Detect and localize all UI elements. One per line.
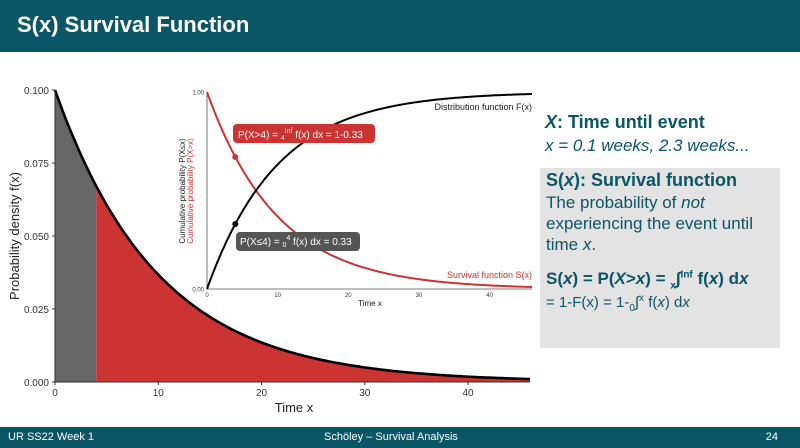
density-x-tick-label: 40 [462,388,474,399]
variable-title: X: Time until event [545,112,705,132]
density-y-tick-label: 0.075 [24,159,49,170]
inset-x-tick-label: 40 [486,293,493,299]
inset-x-tick-label: 20 [345,293,352,299]
inset-y-tick-label: 1.00 [192,91,204,97]
density-area-layer [53,89,531,382]
inset-x-label: Time x [358,299,382,308]
annotation-survival: P(X>4) = 4Inf f(x) dx = 1-0.33 [233,124,375,143]
header-bar: S(x) Survival Function [0,0,800,52]
page-title: S(x) Survival Function [17,12,250,37]
density-x-label: Time x [275,400,314,415]
svg-text:P(X≤4) = 04 f(x) dx = 0.33: P(X≤4) = 04 f(x) dx = 0.33 [240,235,352,249]
inset-y-tick-label: 0.00 [192,288,204,294]
density-y-tick-label: 0.100 [24,86,49,97]
definition-title: S(x): Survival function [546,170,738,190]
footer-bar: UR SS22 Week 1 Schöley – Survival Analys… [0,427,800,448]
inset-series-label-survival: Survival function S(x) [447,270,532,280]
footer-author: Schöley – Survival Analysis [324,431,458,443]
inset-y-label-top: Cumulative probability P(X≤x) [178,138,187,244]
inset-distribution-line [206,93,532,290]
definition-box: S(x): Survival function The probability … [540,168,780,348]
page-number: 24 [765,431,778,443]
definition-text: The probability of not experiencing the … [546,193,753,254]
inset-chart: 0.00 1.00 0 10 20 30 40 [192,91,532,299]
variable-explanation: X: Time until event x = 0.1 weeks, 2.3 w… [545,112,785,156]
density-y-tick-label: 0.000 [24,378,49,389]
variable-values: x = 0.1 weeks, 2.3 weeks... [545,136,750,155]
annotation-distribution: P(X≤4) = 04 f(x) dx = 0.33 [236,232,360,251]
inset-y-label-bottom: Cumulative probability P(X>x) [186,138,195,244]
density-region-1 [96,186,531,382]
density-y-tick-label: 0.050 [24,232,49,243]
survival-formula-alt: = 1-F(x) = 1-0∫x f(x) dx [546,293,690,315]
density-x-tick-label: 10 [153,388,165,399]
density-x-tick-label: 30 [359,388,371,399]
inset-x-tick-label: 0 [205,293,209,299]
density-curve [53,89,531,381]
inset-survival-point [232,154,239,161]
density-region-0 [55,90,97,382]
inset-distribution-point [232,220,239,227]
footer-course: UR SS22 Week 1 [8,431,95,443]
density-y-label: Probability density f(x) [7,172,22,300]
inset-survival-line [206,91,532,288]
density-x-tick-label: 0 [52,388,58,399]
inset-x-tick-label: 30 [416,293,423,299]
inset-x-tick-label: 10 [274,293,281,299]
density-y-tick-label: 0.025 [24,305,49,316]
density-x-tick-label: 20 [256,388,268,399]
inset-series-label-distribution: Distribution function F(x) [434,102,532,112]
survival-formula: S(x) = P(X>x) = x∫Inf f(x) dx [546,269,749,292]
svg-text:P(X>4) = 4Inf f(x) dx = 1-0.33: P(X>4) = 4Inf f(x) dx = 1-0.33 [238,128,363,142]
